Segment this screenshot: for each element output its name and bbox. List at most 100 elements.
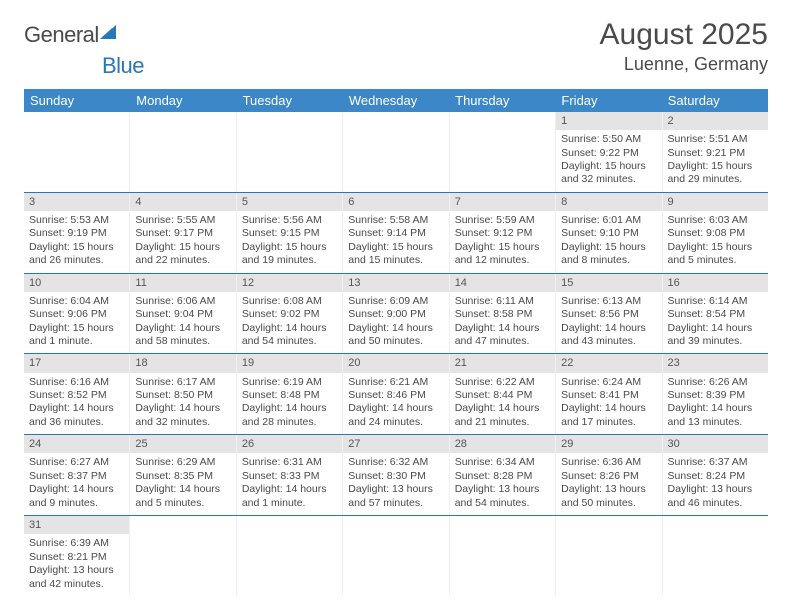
day-cell-21: 21Sunrise: 6:22 AMSunset: 8:44 PMDayligh… bbox=[450, 354, 556, 434]
day-cell-23: 23 Sunrise: 6:26 AMSunset: 8:39 PMDayligh… bbox=[663, 354, 768, 434]
day-cell-19: 19Sunrise: 6:19 AMSunset: 8:48 PMDayligh… bbox=[237, 354, 343, 434]
sunrise: Sunrise: 6:26 AM bbox=[668, 376, 763, 389]
sunset: Sunset: 9:02 PM bbox=[242, 308, 337, 321]
dow-saturday: Saturday bbox=[662, 89, 768, 112]
empty-cell bbox=[450, 112, 556, 192]
empty-cell bbox=[450, 516, 556, 596]
daylight: Daylight: 13 hours and 42 minutes. bbox=[29, 564, 124, 591]
daylight: Daylight: 15 hours and 29 minutes. bbox=[668, 160, 763, 187]
day-number: 6 bbox=[343, 193, 448, 211]
sunset: Sunset: 9:04 PM bbox=[135, 308, 230, 321]
sunrise: Sunrise: 6:31 AM bbox=[242, 456, 337, 469]
daylight: Daylight: 14 hours and 28 minutes. bbox=[242, 402, 337, 429]
sunset: Sunset: 9:00 PM bbox=[348, 308, 443, 321]
month-title: August 2025 bbox=[600, 18, 768, 52]
day-number: 23 bbox=[663, 354, 768, 372]
week-row: 1Sunrise: 5:50 AMSunset: 9:22 PMDaylight… bbox=[24, 112, 768, 193]
logo-text-general: General bbox=[24, 22, 99, 48]
sunset: Sunset: 8:26 PM bbox=[561, 470, 656, 483]
sunset: Sunset: 8:28 PM bbox=[455, 470, 550, 483]
sunset: Sunset: 8:50 PM bbox=[135, 389, 230, 402]
day-number: 11 bbox=[130, 274, 235, 292]
daylight: Daylight: 15 hours and 1 minute. bbox=[29, 322, 124, 349]
sunset: Sunset: 8:58 PM bbox=[455, 308, 550, 321]
daylight: Daylight: 15 hours and 32 minutes. bbox=[561, 160, 656, 187]
day-cell-13: 13 Sunrise: 6:09 AMSunset: 9:00 PMDayligh… bbox=[343, 274, 449, 354]
sunrise: Sunrise: 6:22 AM bbox=[455, 376, 550, 389]
dow-wednesday: Wednesday bbox=[343, 89, 449, 112]
daylight: Daylight: 15 hours and 12 minutes. bbox=[455, 241, 550, 268]
day-cell-8: 8Sunrise: 6:01 AMSunset: 9:10 PMDaylight… bbox=[556, 193, 662, 273]
day-number: 25 bbox=[130, 435, 235, 453]
day-cell-22: 22Sunrise: 6:24 AMSunset: 8:41 PMDayligh… bbox=[556, 354, 662, 434]
day-cell-9: 9Sunrise: 6:03 AMSunset: 9:08 PMDaylight… bbox=[663, 193, 768, 273]
sunrise: Sunrise: 6:06 AM bbox=[135, 295, 230, 308]
day-cell-31: 31Sunrise: 6:39 AMSunset: 8:21 PMDayligh… bbox=[24, 516, 130, 596]
day-number: 14 bbox=[450, 274, 555, 292]
daylight: Daylight: 15 hours and 19 minutes. bbox=[242, 241, 337, 268]
sunrise: Sunrise: 5:53 AM bbox=[29, 214, 124, 227]
day-number: 12 bbox=[237, 274, 342, 292]
week-row: 31Sunrise: 6:39 AMSunset: 8:21 PMDayligh… bbox=[24, 516, 768, 596]
day-number: 7 bbox=[450, 193, 555, 211]
day-number: 29 bbox=[556, 435, 661, 453]
day-cell-15: 15Sunrise: 6:13 AMSunset: 8:56 PMDayligh… bbox=[556, 274, 662, 354]
daylight: Daylight: 14 hours and 43 minutes. bbox=[561, 322, 656, 349]
day-cell-25: 25Sunrise: 6:29 AMSunset: 8:35 PMDayligh… bbox=[130, 435, 236, 515]
sunset: Sunset: 9:10 PM bbox=[561, 227, 656, 240]
daylight: Daylight: 14 hours and 13 minutes. bbox=[668, 402, 763, 429]
sunset: Sunset: 9:14 PM bbox=[348, 227, 443, 240]
sunrise: Sunrise: 6:11 AM bbox=[455, 295, 550, 308]
day-cell-12: 12Sunrise: 6:08 AMSunset: 9:02 PMDayligh… bbox=[237, 274, 343, 354]
day-number: 26 bbox=[237, 435, 342, 453]
sunrise: Sunrise: 5:51 AM bbox=[668, 133, 763, 146]
day-number: 20 bbox=[343, 354, 448, 372]
sunset: Sunset: 9:15 PM bbox=[242, 227, 337, 240]
dow-tuesday: Tuesday bbox=[237, 89, 343, 112]
sunrise: Sunrise: 6:37 AM bbox=[668, 456, 763, 469]
day-number: 24 bbox=[24, 435, 129, 453]
sunset: Sunset: 8:39 PM bbox=[668, 389, 763, 402]
week-row: 17Sunrise: 6:16 AMSunset: 8:52 PMDayligh… bbox=[24, 354, 768, 435]
sunset: Sunset: 8:24 PM bbox=[668, 470, 763, 483]
empty-cell bbox=[237, 516, 343, 596]
daylight: Daylight: 14 hours and 32 minutes. bbox=[135, 402, 230, 429]
sunset: Sunset: 9:22 PM bbox=[561, 147, 656, 160]
sunrise: Sunrise: 6:19 AM bbox=[242, 376, 337, 389]
day-cell-10: 10Sunrise: 6:04 AMSunset: 9:06 PMDayligh… bbox=[24, 274, 130, 354]
week-row: 3Sunrise: 5:53 AMSunset: 9:19 PMDaylight… bbox=[24, 193, 768, 274]
sunrise: Sunrise: 6:29 AM bbox=[135, 456, 230, 469]
day-cell-6: 6Sunrise: 5:58 AMSunset: 9:14 PMDaylight… bbox=[343, 193, 449, 273]
sunrise: Sunrise: 6:14 AM bbox=[668, 295, 763, 308]
dow-thursday: Thursday bbox=[449, 89, 555, 112]
day-cell-1: 1Sunrise: 5:50 AMSunset: 9:22 PMDaylight… bbox=[556, 112, 662, 192]
day-cell-7: 7Sunrise: 5:59 AMSunset: 9:12 PMDaylight… bbox=[450, 193, 556, 273]
day-number: 9 bbox=[663, 193, 768, 211]
sunrise: Sunrise: 6:09 AM bbox=[348, 295, 443, 308]
day-cell-27: 27Sunrise: 6:32 AMSunset: 8:30 PMDayligh… bbox=[343, 435, 449, 515]
day-number: 17 bbox=[24, 354, 129, 372]
daylight: Daylight: 14 hours and 1 minute. bbox=[242, 483, 337, 510]
day-number: 22 bbox=[556, 354, 661, 372]
day-cell-17: 17Sunrise: 6:16 AMSunset: 8:52 PMDayligh… bbox=[24, 354, 130, 434]
day-cell-2: 2Sunrise: 5:51 AMSunset: 9:21 PMDaylight… bbox=[663, 112, 768, 192]
day-number: 4 bbox=[130, 193, 235, 211]
sunset: Sunset: 9:19 PM bbox=[29, 227, 124, 240]
sunset: Sunset: 8:56 PM bbox=[561, 308, 656, 321]
daylight: Daylight: 14 hours and 39 minutes. bbox=[668, 322, 763, 349]
empty-cell bbox=[663, 516, 768, 596]
sunrise: Sunrise: 5:58 AM bbox=[348, 214, 443, 227]
daylight: Daylight: 13 hours and 46 minutes. bbox=[668, 483, 763, 510]
daylight: Daylight: 14 hours and 24 minutes. bbox=[348, 402, 443, 429]
day-cell-28: 28Sunrise: 6:34 AMSunset: 8:28 PMDayligh… bbox=[450, 435, 556, 515]
day-number: 10 bbox=[24, 274, 129, 292]
day-number: 13 bbox=[343, 274, 448, 292]
daylight: Daylight: 14 hours and 50 minutes. bbox=[348, 322, 443, 349]
day-cell-4: 4Sunrise: 5:55 AMSunset: 9:17 PMDaylight… bbox=[130, 193, 236, 273]
sunrise: Sunrise: 6:21 AM bbox=[348, 376, 443, 389]
day-number: 1 bbox=[556, 112, 661, 130]
sunset: Sunset: 9:12 PM bbox=[455, 227, 550, 240]
sunset: Sunset: 8:21 PM bbox=[29, 551, 124, 564]
day-number: 16 bbox=[663, 274, 768, 292]
sunrise: Sunrise: 6:16 AM bbox=[29, 376, 124, 389]
